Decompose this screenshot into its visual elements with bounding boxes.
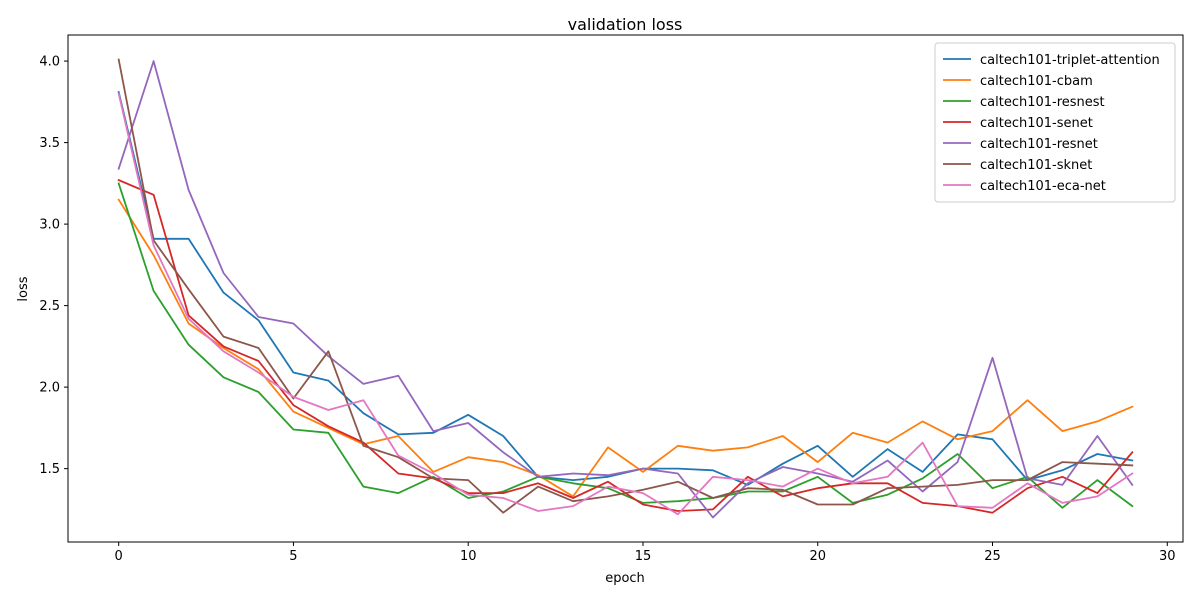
x-axis-label: epoch — [605, 571, 645, 586]
legend-label: caltech101-sknet — [980, 158, 1092, 173]
series-line-caltech101-eca-net — [117, 92, 1134, 516]
y-tick-label: 2.0 — [39, 381, 60, 396]
plot-frame — [67, 34, 1184, 543]
legend-label: caltech101-resnet — [980, 137, 1098, 152]
x-tick-label: 20 — [809, 549, 826, 564]
y-tick-label: 3.0 — [39, 218, 60, 233]
legend-label: caltech101-senet — [980, 116, 1093, 131]
y-axis: 1.5 2.0 2.5 3.0 3.5 4.0 — [39, 55, 68, 477]
x-tick-label: 5 — [289, 549, 297, 564]
y-tick-label: 1.5 — [39, 462, 60, 477]
chart-title: validation loss — [568, 15, 683, 34]
x-tick-label: 25 — [984, 549, 1001, 564]
legend: caltech101-triplet-attention caltech101-c… — [934, 42, 1176, 203]
series-line-caltech101-sknet — [117, 58, 1134, 514]
series-line-caltech101-resnet — [117, 60, 1134, 519]
x-tick-label: 10 — [460, 549, 477, 564]
x-axis: 0 5 10 15 20 25 30 — [115, 542, 1176, 564]
series-line-caltech101-resnest — [117, 182, 1134, 509]
x-tick-label: 0 — [115, 549, 123, 564]
series-line-caltech101-cbam — [117, 198, 1134, 498]
x-tick-label: 30 — [1159, 549, 1176, 564]
plot-area — [67, 34, 1184, 543]
y-axis-label: loss — [16, 276, 31, 301]
legend-box — [934, 42, 1176, 203]
legend-label: caltech101-cbam — [980, 74, 1093, 89]
y-tick-label: 4.0 — [39, 55, 60, 70]
y-tick-label: 2.5 — [39, 299, 60, 314]
y-tick-label: 3.5 — [39, 136, 60, 151]
legend-label: caltech101-resnest — [980, 95, 1105, 110]
series-lines — [117, 58, 1134, 519]
legend-label: caltech101-triplet-attention — [980, 53, 1160, 68]
legend-label: caltech101-eca-net — [980, 179, 1106, 194]
x-tick-label: 15 — [635, 549, 652, 564]
